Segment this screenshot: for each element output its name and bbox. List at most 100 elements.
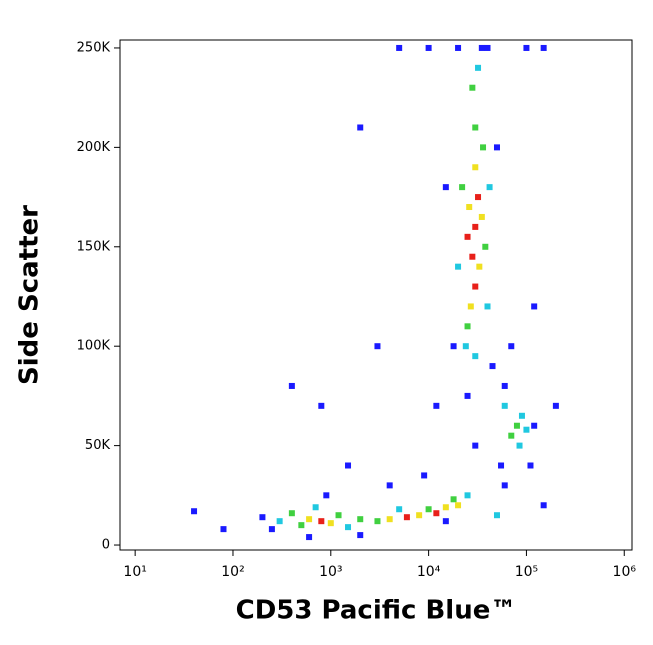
point	[472, 164, 479, 171]
point	[531, 303, 538, 310]
point	[386, 482, 393, 489]
point	[425, 506, 432, 513]
y-tick-label: 100K	[77, 339, 111, 354]
point	[501, 402, 508, 409]
x-tick-label: 10⁴	[417, 564, 441, 580]
point	[276, 518, 283, 525]
y-tick-label: 50K	[85, 438, 111, 453]
point	[484, 44, 491, 51]
point	[345, 524, 352, 531]
point	[357, 124, 364, 131]
point	[476, 263, 483, 270]
point	[498, 462, 505, 469]
point	[493, 144, 500, 151]
point	[335, 512, 342, 519]
point	[318, 402, 325, 409]
point	[464, 392, 471, 399]
y-tick-label: 150K	[77, 239, 111, 254]
point	[455, 502, 462, 509]
point	[268, 526, 275, 533]
point	[469, 84, 476, 91]
point	[523, 426, 530, 433]
y-tick-label: 0	[102, 538, 110, 553]
point	[523, 44, 530, 51]
point	[220, 526, 227, 533]
point	[540, 44, 547, 51]
point	[469, 253, 476, 260]
point	[374, 343, 381, 350]
point	[442, 518, 449, 525]
point	[472, 353, 479, 360]
x-tick-label: 10⁶	[613, 564, 637, 580]
point	[323, 492, 330, 499]
point	[425, 44, 432, 51]
point	[312, 504, 319, 511]
point	[345, 462, 352, 469]
point	[472, 442, 479, 449]
point	[472, 124, 479, 131]
point	[455, 44, 462, 51]
point	[467, 303, 474, 310]
point	[552, 402, 559, 409]
point	[489, 363, 496, 370]
point	[288, 510, 295, 517]
point	[259, 514, 266, 521]
point	[306, 534, 313, 541]
point	[386, 516, 393, 523]
point	[540, 502, 547, 509]
point	[484, 303, 491, 310]
point	[493, 512, 500, 519]
point	[527, 462, 534, 469]
point	[482, 243, 489, 250]
point	[318, 518, 325, 525]
y-axis-label: Side Scatter	[15, 205, 45, 385]
point	[191, 508, 198, 515]
point	[442, 184, 449, 191]
point	[464, 492, 471, 499]
point	[396, 506, 403, 513]
point	[450, 343, 457, 350]
point	[327, 520, 334, 527]
point	[475, 64, 482, 71]
y-tick-label: 200K	[77, 140, 111, 155]
point	[486, 184, 493, 191]
point	[464, 233, 471, 240]
point	[480, 144, 487, 151]
point	[472, 223, 479, 230]
point	[501, 482, 508, 489]
x-tick-label: 10¹	[123, 564, 146, 580]
point	[464, 323, 471, 330]
point	[501, 382, 508, 389]
point	[455, 263, 462, 270]
point	[357, 532, 364, 539]
point	[433, 510, 440, 517]
point	[472, 283, 479, 290]
point	[357, 516, 364, 523]
point	[298, 522, 305, 529]
point	[288, 382, 295, 389]
x-tick-label: 10⁵	[515, 564, 538, 580]
point	[459, 184, 466, 191]
point	[508, 432, 515, 439]
point	[403, 514, 410, 521]
x-axis-label: CD53 Pacific Blue™	[236, 596, 517, 626]
point	[518, 412, 525, 419]
point	[531, 422, 538, 429]
point	[475, 194, 482, 201]
point	[478, 213, 485, 220]
point	[513, 422, 520, 429]
point	[478, 44, 485, 51]
point	[374, 518, 381, 525]
point	[466, 204, 473, 211]
x-tick-label: 10³	[319, 564, 342, 580]
point	[450, 496, 457, 503]
plot-frame	[119, 39, 633, 551]
point	[516, 442, 523, 449]
point	[462, 343, 469, 350]
point	[433, 402, 440, 409]
point	[442, 504, 449, 511]
point	[306, 516, 313, 523]
point	[508, 343, 515, 350]
point	[421, 472, 428, 479]
